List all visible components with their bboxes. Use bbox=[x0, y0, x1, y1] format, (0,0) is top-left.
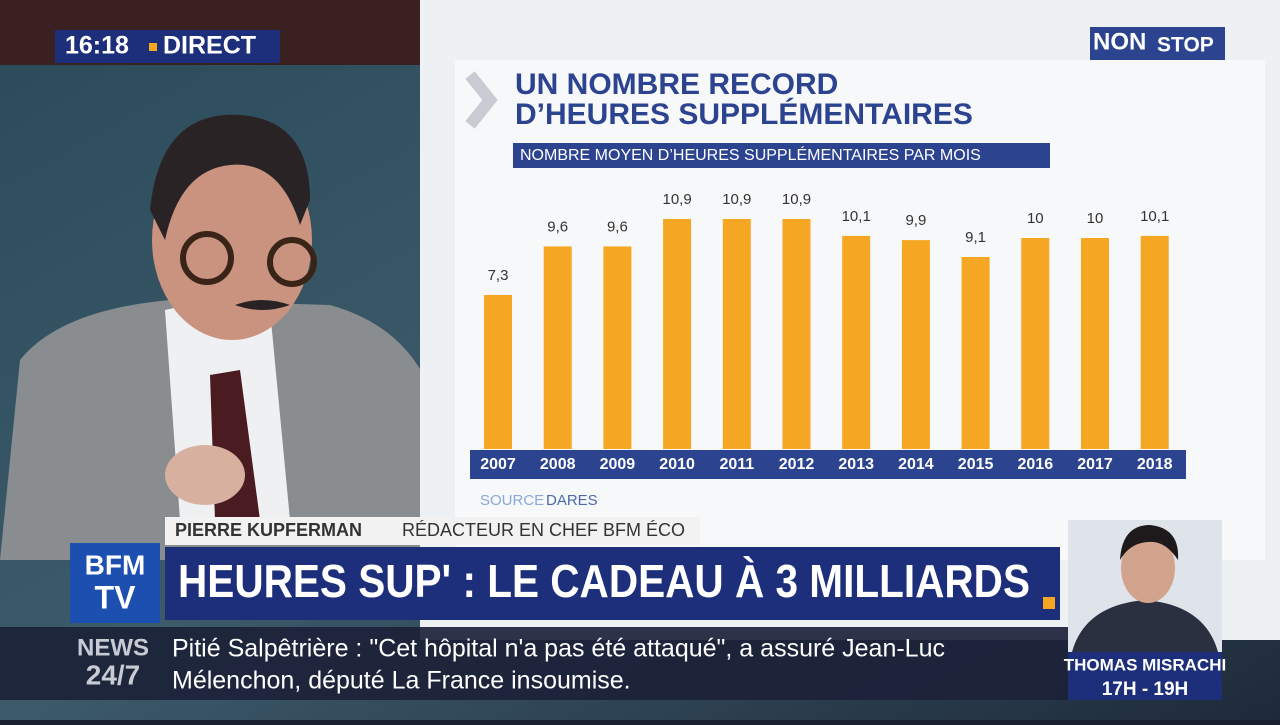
name-strip bbox=[165, 517, 700, 545]
bar bbox=[722, 219, 751, 449]
channel-tag bbox=[1090, 27, 1225, 60]
chart-title: UN NOMBRE RECORD bbox=[515, 68, 838, 101]
bar bbox=[663, 219, 692, 449]
headline-dot bbox=[1043, 597, 1055, 609]
next-host-band bbox=[1068, 652, 1222, 700]
bar bbox=[603, 246, 632, 449]
x-tick-label: 2009 bbox=[600, 456, 636, 473]
value-label: 9,9 bbox=[905, 212, 926, 229]
axis-band bbox=[470, 450, 1186, 479]
chart-title: D’HEURES SUPPLÉMENTAIRES bbox=[515, 97, 973, 131]
bars: 7,3 2007 9,6 2008 9,6 2009 10,9 2010 10,9 2011 10,… bbox=[480, 191, 1172, 473]
value-label: 10 bbox=[1087, 210, 1104, 227]
ticker: Pitié Salpêtrière : "Cet hôpital n'a pas… bbox=[172, 635, 945, 663]
x-tick-label: 2014 bbox=[898, 456, 934, 473]
x-tick-label: 2015 bbox=[958, 456, 994, 473]
speaker-role: RÉDACTEUR EN CHEF BFM ÉCO bbox=[402, 520, 685, 540]
x-tick-label: 2011 bbox=[719, 456, 754, 473]
bar bbox=[901, 240, 930, 449]
x-tick-label: 2016 bbox=[1018, 456, 1054, 473]
chevron bbox=[465, 71, 498, 129]
value-label: 10,1 bbox=[842, 208, 871, 225]
value-label: 10,9 bbox=[722, 191, 751, 208]
source-label: SOURCE bbox=[480, 492, 544, 509]
value-label: 9,6 bbox=[547, 218, 568, 235]
presenter bbox=[0, 114, 450, 560]
time: 16:18 bbox=[65, 32, 129, 60]
live-badge bbox=[55, 30, 280, 63]
x-tick-label: 2008 bbox=[540, 456, 576, 473]
news-tag: NEWS bbox=[77, 634, 149, 661]
source: DARES bbox=[546, 492, 598, 509]
subtitle-band bbox=[513, 143, 1050, 168]
live-label: DIRECT bbox=[163, 32, 256, 60]
channel-tag-text: STOP bbox=[1157, 34, 1214, 57]
ticker: Mélenchon, député La France insoumise. bbox=[172, 667, 631, 695]
logo-text: TV bbox=[95, 579, 137, 615]
x-tick-label: 2017 bbox=[1077, 456, 1113, 473]
x-tick-label: 2007 bbox=[480, 456, 516, 473]
channel-tag-text: NON bbox=[1093, 28, 1146, 55]
value-label: 9,6 bbox=[607, 218, 628, 235]
logo-text: BFM bbox=[85, 549, 146, 580]
bar bbox=[1021, 238, 1050, 449]
value-label: 9,1 bbox=[965, 229, 986, 246]
value-label: 10,9 bbox=[782, 191, 811, 208]
separator bbox=[149, 43, 157, 51]
value-label: 10 bbox=[1027, 210, 1044, 227]
bar bbox=[543, 246, 572, 449]
bar bbox=[961, 256, 990, 449]
x-tick-label: 2012 bbox=[779, 456, 815, 473]
bar bbox=[782, 219, 811, 449]
next-slot: 17H - 19H bbox=[1102, 679, 1189, 700]
x-tick-label: 2018 bbox=[1137, 456, 1173, 473]
bar bbox=[1081, 238, 1109, 449]
logo bbox=[70, 543, 160, 623]
next-host-photo bbox=[1068, 520, 1222, 652]
value-label: 10,9 bbox=[662, 191, 691, 208]
speaker-name: PIERRE KUPFERMAN bbox=[175, 520, 362, 540]
value-label: 10,1 bbox=[1140, 208, 1169, 225]
x-tick-label: 2010 bbox=[659, 456, 695, 473]
bar bbox=[842, 235, 871, 449]
x-tick-label: 2013 bbox=[838, 456, 874, 473]
news-tag: 24/7 bbox=[86, 659, 141, 690]
ticker-band bbox=[0, 627, 1070, 700]
chart-subtitle: NOMBRE MOYEN D’HEURES SUPPLÉMENTAIRES PA… bbox=[520, 145, 981, 164]
value-label: 7,3 bbox=[488, 267, 509, 284]
bar bbox=[484, 294, 512, 449]
bar bbox=[1140, 235, 1169, 449]
next-host: THOMAS MISRACHI bbox=[1064, 655, 1226, 674]
headline: HEURES SUP' : LE CADEAU À 3 MILLIARDS bbox=[178, 555, 1030, 607]
headline-band bbox=[165, 547, 1060, 620]
